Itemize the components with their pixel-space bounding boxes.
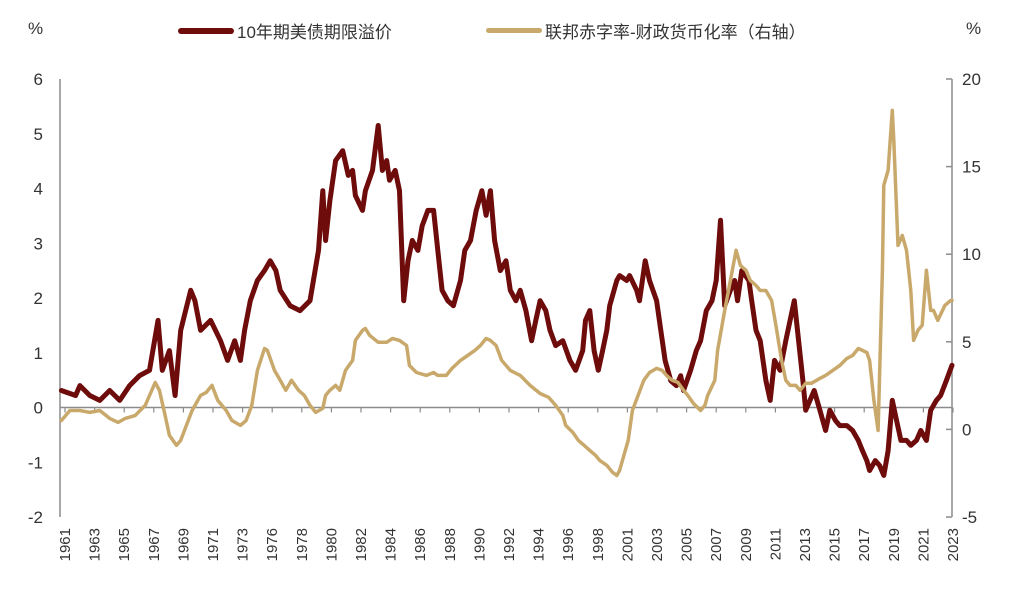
x-tick-label: 1961 <box>57 528 74 561</box>
x-tick-label: 2021 <box>915 528 932 561</box>
x-tick-label: 2005 <box>679 528 696 561</box>
legend-swatch-term-premium <box>178 27 234 34</box>
x-tick-label: 1992 <box>501 528 518 561</box>
x-tick-label: 2007 <box>708 528 725 561</box>
legend-swatch-deficit-rate <box>486 28 542 33</box>
right-tick-label: 10 <box>962 245 981 264</box>
left-tick-label: 5 <box>34 125 43 144</box>
left-tick-label: 3 <box>34 234 43 253</box>
x-tick-label: 1990 <box>471 528 488 561</box>
left-tick-label: -2 <box>28 508 43 527</box>
x-tick-label: 2009 <box>738 528 755 561</box>
left-tick-label: 4 <box>34 180 43 199</box>
left-tick-label: 6 <box>34 70 43 89</box>
left-tick-label: 1 <box>34 344 43 363</box>
x-tick-label: 2013 <box>797 528 814 561</box>
x-tick-label: 1986 <box>412 528 429 561</box>
x-tick-label: 1982 <box>353 528 370 561</box>
left-tick-label: -1 <box>28 453 43 472</box>
x-tick-label: 2003 <box>649 528 666 561</box>
right-axis-unit: % <box>966 19 982 38</box>
legend-label-deficit-rate: 联邦赤字率-财政货币化率（右轴） <box>545 23 806 42</box>
x-tick-label: 1973 <box>235 528 252 561</box>
x-tick-label: 1984 <box>383 528 400 561</box>
x-tick-label: 1976 <box>264 528 281 561</box>
x-tick-label: 1988 <box>442 528 459 561</box>
x-tick-label: 2019 <box>886 528 903 561</box>
right-tick-label: 20 <box>962 70 981 89</box>
x-tick-label: 1967 <box>146 528 163 561</box>
right-tick-label: 15 <box>962 158 981 177</box>
series-line-term-premium <box>58 123 955 478</box>
left-axis-unit: % <box>28 19 44 38</box>
legend-item-deficit-rate: 联邦赤字率-财政货币化率（右轴） <box>486 18 806 43</box>
right-tick-label: 5 <box>962 333 971 352</box>
x-tick-label: 1996 <box>560 528 577 561</box>
left-tick-label: 0 <box>34 399 43 418</box>
x-tick-label: 1978 <box>294 528 311 561</box>
x-tick-label: 1965 <box>116 528 133 561</box>
x-tick-label: 1969 <box>175 528 192 561</box>
x-tick-label: 1963 <box>87 528 104 561</box>
x-tick-label: 2001 <box>619 528 636 561</box>
x-tick-label: 2023 <box>945 528 962 561</box>
x-tick-label: 2015 <box>827 528 844 561</box>
x-tick-label: 2011 <box>767 528 784 560</box>
left-tick-label: 2 <box>34 289 43 308</box>
right-tick-label: 0 <box>962 420 971 439</box>
x-tick-label: 1994 <box>531 528 548 561</box>
x-tick-label: 1980 <box>323 528 340 561</box>
legend-label-term-premium: 10年期美债期限溢价 <box>237 23 392 42</box>
legend-item-term-premium: 10年期美债期限溢价 <box>178 18 392 43</box>
x-tick-label: 2017 <box>856 528 873 561</box>
x-tick-label: 1998 <box>590 528 607 561</box>
series-line-deficit-rate <box>59 108 954 478</box>
x-tick-label: 1971 <box>205 528 222 561</box>
right-tick-label: -5 <box>962 508 977 527</box>
